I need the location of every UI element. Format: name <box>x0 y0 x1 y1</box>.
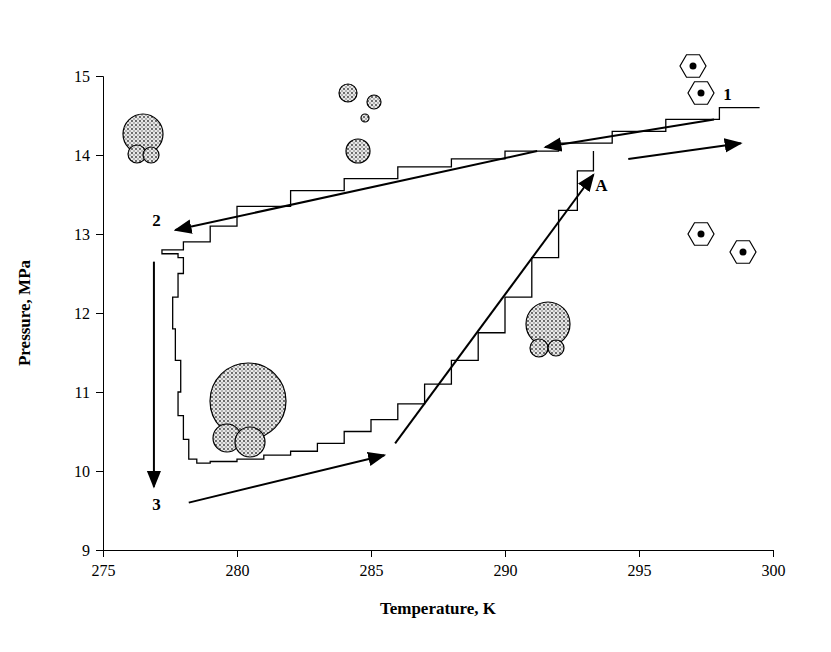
y-tick-mark <box>96 234 103 235</box>
x-tick-label: 280 <box>226 562 250 579</box>
x-axis-title: Temperature, K <box>380 599 497 618</box>
arrow <box>189 455 385 502</box>
y-tick-mark <box>96 155 103 156</box>
x-tick: 295 <box>628 550 652 579</box>
pictogram <box>339 84 357 102</box>
x-tick-label: 290 <box>494 562 518 579</box>
pictogram <box>730 241 756 264</box>
annotations: 1 2 3 A <box>152 85 731 515</box>
pictogram <box>526 302 570 346</box>
x-tick-mark <box>505 550 506 557</box>
y-tick-label: 9 <box>82 542 90 559</box>
pictogram <box>688 223 714 246</box>
x-tick-label: 285 <box>360 562 384 579</box>
y-tick-mark <box>96 471 103 472</box>
y-tick: 14 <box>74 147 103 164</box>
y-tick-mark <box>96 550 103 551</box>
pictogram <box>530 339 548 357</box>
arrows <box>154 119 741 502</box>
pictogram <box>698 90 705 97</box>
y-tick: 10 <box>74 463 103 480</box>
y-axis-title: Pressure, MPa <box>15 259 34 366</box>
pictogram <box>367 95 381 109</box>
annotation: 2 <box>152 211 161 230</box>
pictograms <box>123 55 756 457</box>
x-axis: 275 280 285 290 295 300 <box>92 550 786 579</box>
y-tick-label: 12 <box>74 305 90 322</box>
plot: 2752802852902953009101112131415123A <box>74 55 786 580</box>
marks <box>162 108 760 464</box>
x-tick-mark <box>773 550 774 557</box>
y-tick-label: 10 <box>74 463 90 480</box>
x-tick-mark <box>371 550 372 557</box>
x-tick-mark <box>237 550 238 557</box>
y-tick: 11 <box>75 384 103 401</box>
pictogram <box>143 147 159 163</box>
pictogram <box>346 139 370 163</box>
x-tick-mark <box>639 550 640 557</box>
x-tick-label: 300 <box>762 562 786 579</box>
pictogram <box>740 249 747 256</box>
pictogram <box>690 63 697 70</box>
y-tick-label: 13 <box>74 226 90 243</box>
y-tick: 12 <box>74 305 103 322</box>
y-axis-line <box>96 77 104 551</box>
arrow <box>628 143 741 159</box>
x-tick-label: 295 <box>628 562 652 579</box>
pictogram <box>698 231 705 238</box>
pictogram <box>688 82 714 105</box>
y-tick: 9 <box>82 542 103 559</box>
pictogram <box>361 114 369 122</box>
annotation: 1 <box>723 85 732 104</box>
x-tick: 280 <box>226 550 250 579</box>
arrow <box>153 262 155 487</box>
y-tick-mark <box>96 392 103 393</box>
y-tick: 15 <box>74 68 103 85</box>
y-tick-mark <box>96 76 103 77</box>
pictogram <box>680 55 706 78</box>
pictogram <box>548 340 564 356</box>
trace-line <box>162 108 760 464</box>
y-tick-mark <box>96 313 103 314</box>
annotation: 3 <box>152 495 161 514</box>
x-tick: 275 <box>92 550 116 579</box>
arrow <box>175 151 537 230</box>
chart: 2752802852902953009101112131415123ATempe… <box>0 0 831 652</box>
x-tick: 290 <box>494 550 518 579</box>
y-tick-label: 11 <box>75 384 90 401</box>
y-tick: 13 <box>74 226 103 243</box>
pictogram <box>235 427 265 457</box>
x-tick: 300 <box>762 550 786 579</box>
x-tick-mark <box>103 550 104 557</box>
x-tick-label: 275 <box>92 562 116 579</box>
y-tick-label: 14 <box>74 147 90 164</box>
y-axis: 9 10 11 12 13 14 15 <box>74 68 104 559</box>
x-tick: 285 <box>360 550 384 579</box>
y-tick-label: 15 <box>74 68 90 85</box>
x-axis-line <box>104 551 774 558</box>
annotation: A <box>595 176 608 195</box>
